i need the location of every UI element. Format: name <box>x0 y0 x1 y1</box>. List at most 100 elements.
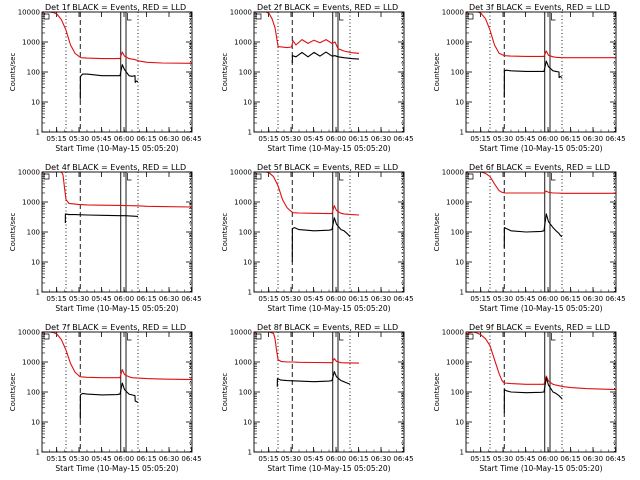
series-events-line <box>79 64 139 100</box>
y-tick-label: 1 <box>36 129 40 137</box>
plot-frame <box>41 331 193 453</box>
x-axis-label: Start Time (10-May-15 05:05:20) <box>55 144 178 153</box>
y-axis-label: Counts/sec <box>433 373 441 412</box>
y-axis-label: Counts/sec <box>9 373 17 412</box>
x-axis-label: Start Time (10-May-15 05:05:20) <box>267 464 390 473</box>
y-tick-label: 10 <box>455 419 464 427</box>
y-tick-label: 1 <box>36 289 40 297</box>
series-events-line <box>503 60 563 98</box>
y-tick-label: 10000 <box>18 329 40 337</box>
y-axis-label: Counts/sec <box>9 213 17 252</box>
panel-det-9f: Det 9f BLACK = Events, RED = LLD 1 10 100 10… <box>433 323 626 473</box>
y-tick-label: 10 <box>455 99 464 107</box>
y-tick-label: 1 <box>248 289 252 297</box>
x-tick-label: 05:30 <box>281 135 301 143</box>
panel-title: Det 6f BLACK = Events, RED = LLD <box>469 163 610 172</box>
x-tick-label: 05:15 <box>258 455 278 463</box>
x-tick-label: 05:15 <box>470 295 490 303</box>
corner-mark <box>551 13 556 21</box>
x-tick-label: 06:45 <box>605 135 625 143</box>
y-axis-label: Counts/sec <box>433 213 441 252</box>
plot-frame <box>41 11 193 133</box>
y-tick-label: 1000 <box>22 359 40 367</box>
x-tick-label: 06:00 <box>538 295 558 303</box>
x-tick-label: 06:30 <box>159 455 179 463</box>
x-axis-label: Start Time (10-May-15 05:05:20) <box>55 464 178 473</box>
corner-mark <box>339 333 344 341</box>
panel-title: Det 7f BLACK = Events, RED = LLD <box>45 323 186 332</box>
y-axis-label: Counts/sec <box>221 213 229 252</box>
x-tick-label: 05:45 <box>91 455 111 463</box>
y-axis-label: Counts/sec <box>433 53 441 92</box>
corner-mark <box>255 173 262 180</box>
x-tick-label: 05:45 <box>303 135 323 143</box>
x-tick-label: 05:45 <box>515 455 535 463</box>
series-lld-line <box>465 331 617 391</box>
x-tick-label: 05:30 <box>493 455 513 463</box>
series-events-line <box>291 217 351 263</box>
plot-frame <box>41 171 193 293</box>
x-tick-label: 06:15 <box>560 295 580 303</box>
x-tick-label: 06:00 <box>326 135 346 143</box>
x-tick-label: 06:15 <box>136 295 156 303</box>
y-tick-label: 1 <box>36 449 40 457</box>
series-events-line <box>503 377 563 414</box>
x-tick-label: 06:15 <box>348 295 368 303</box>
series-lld-line <box>253 171 360 216</box>
y-axis-label: Counts/sec <box>221 53 229 92</box>
panel-det-4f: Det 4f BLACK = Events, RED = LLD 1 10 100 10… <box>9 163 202 313</box>
corner-mark <box>467 13 474 20</box>
x-tick-label: 06:45 <box>181 455 201 463</box>
x-tick-label: 06:30 <box>159 135 179 143</box>
corner-mark <box>467 333 474 340</box>
x-tick-label: 05:30 <box>281 455 301 463</box>
x-tick-label: 06:15 <box>348 455 368 463</box>
x-tick-label: 05:30 <box>69 135 89 143</box>
y-tick-label: 10 <box>455 259 464 267</box>
y-tick-label: 10000 <box>442 329 464 337</box>
y-tick-label: 10 <box>243 419 252 427</box>
x-axis-label: Start Time (10-May-15 05:05:20) <box>479 144 602 153</box>
y-axis-label: Counts/sec <box>221 373 229 412</box>
x-tick-label: 06:30 <box>371 295 391 303</box>
x-tick-label: 06:45 <box>393 455 413 463</box>
corner-mark <box>551 173 556 181</box>
plot-frame <box>253 331 405 453</box>
y-tick-label: 10 <box>31 259 40 267</box>
y-tick-label: 10000 <box>230 169 252 177</box>
series-events-line <box>79 382 139 420</box>
x-tick-label: 06:15 <box>560 135 580 143</box>
y-tick-label: 10000 <box>442 9 464 17</box>
x-tick-label: 05:45 <box>91 135 111 143</box>
x-tick-label: 06:30 <box>583 455 603 463</box>
corner-mark <box>339 13 344 21</box>
series-lld-line <box>253 11 360 54</box>
y-tick-label: 1000 <box>446 199 464 207</box>
y-tick-label: 1 <box>460 449 464 457</box>
y-tick-label: 1000 <box>234 359 252 367</box>
x-tick-label: 05:45 <box>91 295 111 303</box>
y-tick-label: 100 <box>451 69 464 77</box>
corner-mark <box>127 333 132 341</box>
corner-mark <box>255 13 262 20</box>
panel-title: Det 8f BLACK = Events, RED = LLD <box>257 323 398 332</box>
x-tick-label: 05:15 <box>258 135 278 143</box>
x-axis-label: Start Time (10-May-15 05:05:20) <box>267 144 390 153</box>
y-tick-label: 10000 <box>230 9 252 17</box>
x-tick-label: 05:15 <box>470 455 490 463</box>
plot-frame <box>253 171 405 293</box>
series-lld-line <box>253 331 360 364</box>
y-axis-label: Counts/sec <box>9 53 17 92</box>
plot-frame <box>253 11 405 133</box>
panel-det-2f: Det 2f BLACK = Events, RED = LLD 1 10 100 10… <box>221 3 414 153</box>
x-tick-label: 05:30 <box>69 295 89 303</box>
panel-det-8f: Det 8f BLACK = Events, RED = LLD 1 10 100 10… <box>221 323 414 473</box>
x-tick-label: 06:30 <box>371 455 391 463</box>
y-tick-label: 10 <box>31 419 40 427</box>
corner-mark <box>467 173 474 180</box>
panel-det-1f: Det 1f BLACK = Events, RED = LLD 1 10 100 10… <box>9 3 202 153</box>
series-lld-line <box>465 171 616 194</box>
corner-mark <box>43 173 50 180</box>
x-tick-label: 05:15 <box>258 295 278 303</box>
